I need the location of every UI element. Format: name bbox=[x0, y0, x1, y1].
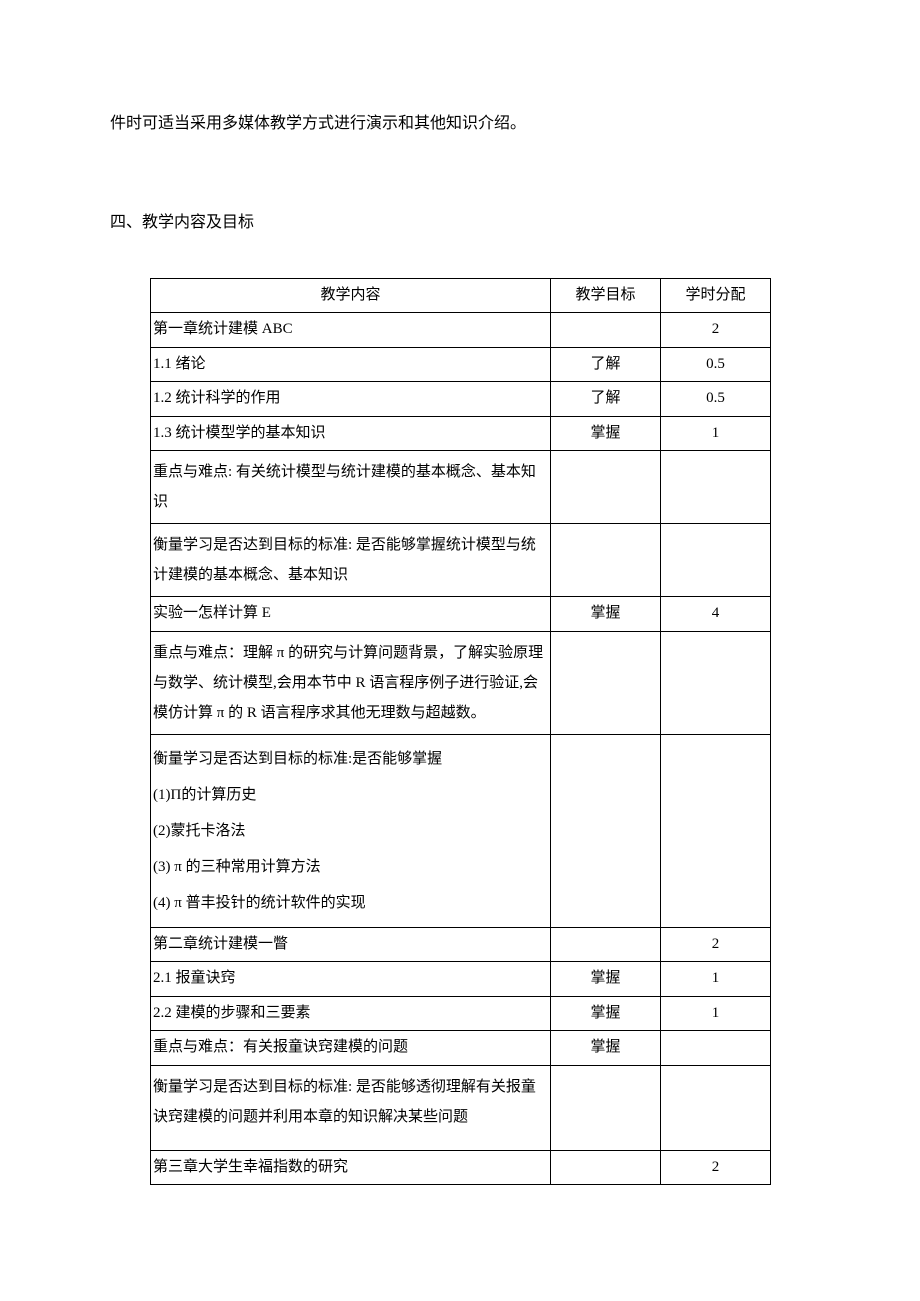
cell-goal bbox=[551, 1065, 661, 1150]
section-heading: 四、教学内容及目标 bbox=[110, 209, 810, 238]
cell-goal: 掌握 bbox=[551, 416, 661, 451]
cell-hours: 2 bbox=[661, 927, 771, 962]
criteria-line: 衡量学习是否达到目标的标准:是否能够掌握 bbox=[153, 741, 546, 777]
cell-goal: 掌握 bbox=[551, 996, 661, 1031]
cell-content: 2.1 报童诀窍 bbox=[151, 962, 551, 997]
cell-content: 1.3 统计模型学的基本知识 bbox=[151, 416, 551, 451]
cell-hours bbox=[661, 734, 771, 927]
cell-hours: 0.5 bbox=[661, 347, 771, 382]
table-header-row: 教学内容 教学目标 学时分配 bbox=[151, 278, 771, 313]
document-page: 件时可适当采用多媒体教学方式进行演示和其他知识介绍。 四、教学内容及目标 教学内… bbox=[0, 0, 920, 1265]
header-content: 教学内容 bbox=[151, 278, 551, 313]
cell-hours bbox=[661, 524, 771, 597]
table-row: 2.1 报童诀窍 掌握 1 bbox=[151, 962, 771, 997]
cell-content: 实验一怎样计算 E bbox=[151, 597, 551, 632]
cell-goal bbox=[551, 734, 661, 927]
cell-content: 衡量学习是否达到目标的标准: 是否能够透彻理解有关报童诀窍建模的问题并利用本章的… bbox=[151, 1065, 551, 1150]
cell-goal: 掌握 bbox=[551, 597, 661, 632]
table-row: 第三章大学生幸福指数的研究 2 bbox=[151, 1150, 771, 1185]
table-row: 重点与难点：理解 π 的研究与计算问题背景，了解实验原理与数学、统计模型,会用本… bbox=[151, 631, 771, 734]
criteria-line: (1)Π的计算历史 bbox=[153, 777, 546, 813]
cell-content: 2.2 建模的步骤和三要素 bbox=[151, 996, 551, 1031]
cell-content: 第三章大学生幸福指数的研究 bbox=[151, 1150, 551, 1185]
cell-goal bbox=[551, 927, 661, 962]
table-row: 第二章统计建模一瞥 2 bbox=[151, 927, 771, 962]
cell-content: 1.1 绪论 bbox=[151, 347, 551, 382]
header-goal: 教学目标 bbox=[551, 278, 661, 313]
cell-content: 衡量学习是否达到目标的标准: 是否能够掌握统计模型与统计建模的基本概念、基本知识 bbox=[151, 524, 551, 597]
cell-content: 重点与难点：有关报童诀窍建模的问题 bbox=[151, 1031, 551, 1066]
cell-hours: 0.5 bbox=[661, 382, 771, 417]
cell-content: 第二章统计建模一瞥 bbox=[151, 927, 551, 962]
table-row: 第一章统计建模 ABC 2 bbox=[151, 313, 771, 348]
cell-goal bbox=[551, 451, 661, 524]
table-row: 衡量学习是否达到目标的标准:是否能够掌握 (1)Π的计算历史 (2)蒙托卡洛法 … bbox=[151, 734, 771, 927]
cell-content: 衡量学习是否达到目标的标准:是否能够掌握 (1)Π的计算历史 (2)蒙托卡洛法 … bbox=[151, 734, 551, 927]
table-row: 衡量学习是否达到目标的标准: 是否能够透彻理解有关报童诀窍建模的问题并利用本章的… bbox=[151, 1065, 771, 1150]
cell-hours: 4 bbox=[661, 597, 771, 632]
cell-goal bbox=[551, 313, 661, 348]
cell-content: 第一章统计建模 ABC bbox=[151, 313, 551, 348]
cell-goal: 了解 bbox=[551, 382, 661, 417]
cell-goal: 掌握 bbox=[551, 1031, 661, 1066]
cell-hours bbox=[661, 1065, 771, 1150]
header-hours: 学时分配 bbox=[661, 278, 771, 313]
table-row: 1.3 统计模型学的基本知识 掌握 1 bbox=[151, 416, 771, 451]
cell-goal bbox=[551, 631, 661, 734]
cell-hours: 1 bbox=[661, 416, 771, 451]
cell-content: 重点与难点: 有关统计模型与统计建模的基本概念、基本知识 bbox=[151, 451, 551, 524]
cell-hours bbox=[661, 1031, 771, 1066]
cell-content: 1.2 统计科学的作用 bbox=[151, 382, 551, 417]
cell-goal: 掌握 bbox=[551, 962, 661, 997]
cell-hours bbox=[661, 631, 771, 734]
table-row: 1.1 绪论 了解 0.5 bbox=[151, 347, 771, 382]
criteria-line: (3) π 的三种常用计算方法 bbox=[153, 849, 546, 885]
criteria-line: (4) π 普丰投针的统计软件的实现 bbox=[153, 885, 546, 921]
cell-hours: 2 bbox=[661, 313, 771, 348]
criteria-line: (2)蒙托卡洛法 bbox=[153, 813, 546, 849]
cell-content: 重点与难点：理解 π 的研究与计算问题背景，了解实验原理与数学、统计模型,会用本… bbox=[151, 631, 551, 734]
syllabus-table: 教学内容 教学目标 学时分配 第一章统计建模 ABC 2 1.1 绪论 了解 0… bbox=[150, 278, 771, 1186]
cell-hours: 1 bbox=[661, 962, 771, 997]
table-row: 重点与难点: 有关统计模型与统计建模的基本概念、基本知识 bbox=[151, 451, 771, 524]
table-row: 2.2 建模的步骤和三要素 掌握 1 bbox=[151, 996, 771, 1031]
table-row: 1.2 统计科学的作用 了解 0.5 bbox=[151, 382, 771, 417]
cell-hours: 2 bbox=[661, 1150, 771, 1185]
table-row: 重点与难点：有关报童诀窍建模的问题 掌握 bbox=[151, 1031, 771, 1066]
cell-goal: 了解 bbox=[551, 347, 661, 382]
table-row: 实验一怎样计算 E 掌握 4 bbox=[151, 597, 771, 632]
intro-paragraph: 件时可适当采用多媒体教学方式进行演示和其他知识介绍。 bbox=[110, 110, 810, 139]
cell-goal bbox=[551, 524, 661, 597]
cell-goal bbox=[551, 1150, 661, 1185]
cell-hours: 1 bbox=[661, 996, 771, 1031]
table-row: 衡量学习是否达到目标的标准: 是否能够掌握统计模型与统计建模的基本概念、基本知识 bbox=[151, 524, 771, 597]
cell-hours bbox=[661, 451, 771, 524]
